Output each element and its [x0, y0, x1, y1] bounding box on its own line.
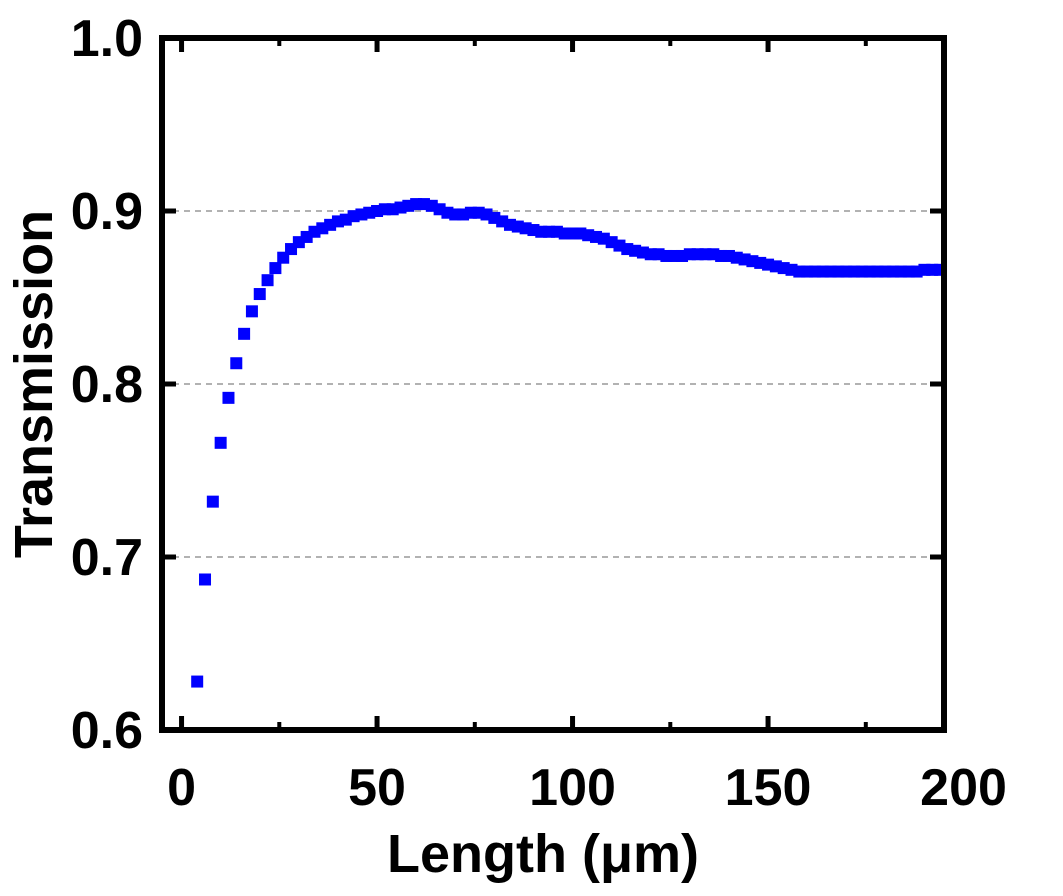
data-point — [261, 274, 274, 287]
y-axis-title: Transmission — [4, 210, 64, 558]
data-point — [629, 244, 642, 257]
data-point — [722, 249, 735, 262]
x-tick-label: 150 — [725, 759, 812, 817]
y-tick-label: 0.8 — [71, 356, 143, 414]
data-point — [245, 305, 258, 318]
data-point — [214, 436, 227, 449]
data-point — [668, 249, 681, 262]
grid-lines — [162, 210, 944, 558]
data-point — [676, 249, 689, 262]
data-point — [191, 675, 204, 688]
y-tick-label: 0.7 — [71, 529, 143, 587]
data-point — [746, 255, 759, 268]
data-point — [715, 249, 728, 262]
y-tick-label: 0.6 — [71, 702, 143, 760]
x-tick-label: 100 — [529, 759, 616, 817]
data-point — [230, 357, 243, 370]
data-point — [269, 262, 282, 275]
plot-frame — [159, 35, 947, 733]
data-point — [222, 391, 235, 404]
data-series — [191, 198, 947, 688]
x-tick-label: 50 — [348, 759, 406, 817]
x-tick-label: 0 — [167, 759, 196, 817]
data-point — [253, 288, 266, 301]
tick-labels: 0 50 100 150 200 0.6 0.7 0.8 0.9 1.0 — [71, 10, 1007, 817]
y-tick-label: 1.0 — [71, 10, 143, 68]
y-tick-label: 0.9 — [71, 183, 143, 241]
x-tick-label: 200 — [920, 759, 1007, 817]
data-point — [238, 327, 251, 340]
x-axis-title: Length (μm) — [387, 824, 699, 884]
data-point — [660, 249, 673, 262]
data-point — [206, 495, 219, 508]
data-point — [199, 573, 212, 586]
